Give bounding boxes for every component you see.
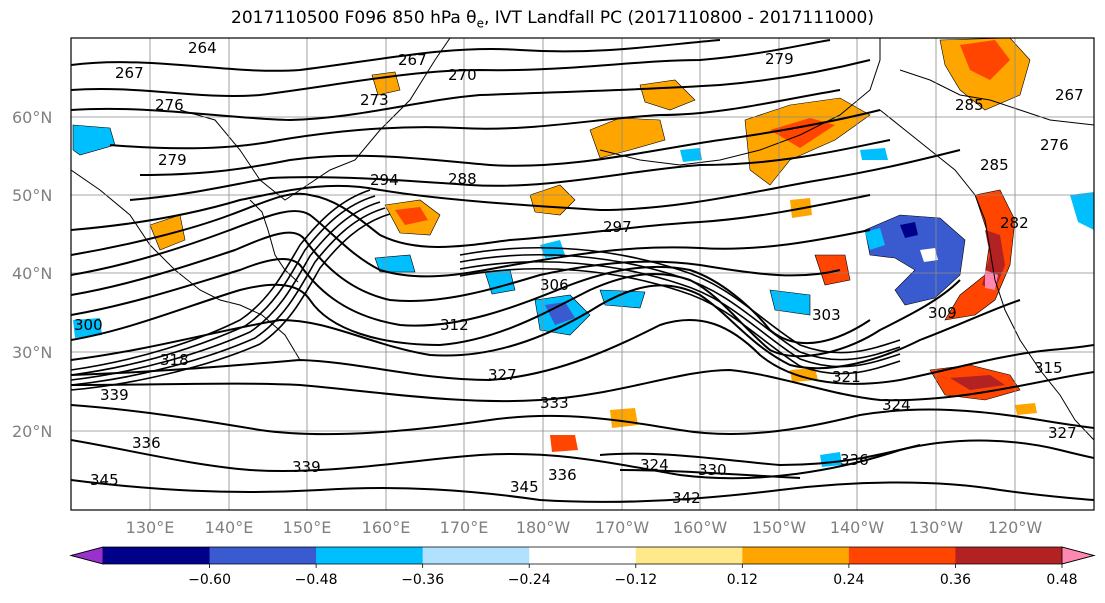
contour-labels: 264 267 267 270 279 276 273 279 288 294 …	[74, 39, 1084, 507]
colorbar-label: 0.36	[940, 572, 971, 588]
contour-label-306: 306	[540, 276, 569, 294]
longitude-ticks: 130°E 140°E 150°E 160°E 170°E 180°W 170°…	[126, 518, 1043, 537]
lat-tick-60: 60°N	[12, 108, 52, 127]
lon-tick-170w: 170°W	[595, 518, 650, 537]
lat-tick-20: 20°N	[12, 422, 52, 441]
colorbar-label: −0.48	[295, 572, 338, 588]
lon-tick-160e: 160°E	[362, 518, 411, 537]
contour-label-285: 285	[955, 96, 984, 114]
colorbar-segment	[848, 547, 956, 564]
lon-tick-180w: 180°W	[516, 518, 571, 537]
lon-tick-120w: 120°W	[988, 518, 1043, 537]
contour-label-330: 330	[698, 461, 727, 479]
map-title: 2017110500 F096 850 hPa θe, IVT Landfall…	[231, 8, 874, 31]
contour-label-270: 270	[448, 66, 477, 84]
lon-tick-140e: 140°E	[205, 518, 254, 537]
lat-tick-40: 40°N	[12, 264, 52, 283]
contour-label-276: 276	[1040, 136, 1069, 154]
colorbar-outline	[69, 546, 1096, 565]
contour-label-339: 339	[100, 386, 129, 404]
colorbar-label: −0.60	[188, 572, 231, 588]
contour-label-279: 279	[765, 50, 794, 68]
contour-label-285: 285	[980, 156, 1009, 174]
theta-e-contours	[71, 39, 1094, 503]
colorbar-label: 0.12	[727, 572, 758, 588]
contour-label-288: 288	[448, 170, 477, 188]
contour-label-345: 345	[90, 471, 119, 489]
contour-label-282: 282	[1000, 214, 1029, 232]
contour-label-318: 318	[160, 351, 189, 369]
contour-label-321: 321	[832, 368, 861, 386]
contour-label-309: 309	[928, 304, 957, 322]
latitude-ticks: 60°N 50°N 40°N 30°N 20°N	[12, 108, 52, 441]
contour-label-276: 276	[155, 96, 184, 114]
lon-tick-150e: 150°E	[283, 518, 332, 537]
lat-tick-30: 30°N	[12, 343, 52, 362]
colorbar-label: 0.24	[833, 572, 864, 588]
colorbar-label: −0.24	[508, 572, 551, 588]
colorbar-segment	[635, 547, 743, 564]
contour-label-279: 279	[158, 151, 187, 169]
contour-label-294: 294	[370, 171, 399, 189]
contour-label-336: 336	[132, 434, 161, 452]
map-panel: 264 267 267 270 279 276 273 279 288 294 …	[71, 38, 1094, 510]
lon-tick-150w: 150°W	[752, 518, 807, 537]
contour-label-339: 339	[292, 458, 321, 476]
contour-label-267: 267	[115, 64, 144, 82]
colorbar-segment	[103, 547, 211, 564]
lon-tick-170e: 170°E	[440, 518, 489, 537]
contour-label-267: 267	[398, 51, 427, 69]
colorbar-segment	[529, 547, 637, 564]
contour-label-273: 273	[360, 91, 389, 109]
contour-label-303: 303	[812, 306, 841, 324]
contour-label-336: 336	[548, 466, 577, 484]
contour-label-312: 312	[440, 316, 469, 334]
lon-tick-130e: 130°E	[126, 518, 175, 537]
colorbar-segment	[742, 547, 850, 564]
contour-label-297: 297	[603, 218, 632, 236]
colorbar-label: −0.12	[614, 572, 657, 588]
contour-label-324: 324	[640, 456, 669, 474]
contour-label-345: 345	[510, 478, 539, 496]
contour-label-324: 324	[882, 396, 911, 414]
colorbar-extend-high	[1061, 546, 1096, 565]
contour-label-336: 336	[840, 451, 869, 469]
colorbar-label: 0.48	[1046, 572, 1077, 588]
lon-tick-160w: 160°W	[673, 518, 728, 537]
contour-label-342: 342	[672, 489, 701, 507]
contour-label-333: 333	[540, 394, 569, 412]
colorbar-segment	[316, 547, 424, 564]
jet-contour-bundle	[71, 189, 901, 391]
colorbar-label: −0.36	[401, 572, 444, 588]
colorbar-segment	[209, 547, 317, 564]
contour-label-315: 315	[1034, 359, 1063, 377]
map-frame	[70, 37, 1095, 511]
lon-tick-140w: 140°W	[830, 518, 885, 537]
lat-tick-50: 50°N	[12, 186, 52, 205]
contour-label-267: 267	[1055, 86, 1084, 104]
colorbar-extend-low	[69, 546, 104, 565]
contour-label-327: 327	[488, 366, 517, 384]
contour-label-264: 264	[188, 39, 217, 57]
lon-tick-130w: 130°W	[909, 518, 964, 537]
colorbar-segment	[422, 547, 530, 564]
contour-label-300: 300	[74, 316, 103, 334]
contour-label-327: 327	[1048, 424, 1077, 442]
colorbar: −0.60 −0.48 −0.36 −0.24 −0.12 0.12 0.24 0.36 0.4…	[69, 546, 1096, 588]
colorbar-segment	[955, 547, 1063, 564]
